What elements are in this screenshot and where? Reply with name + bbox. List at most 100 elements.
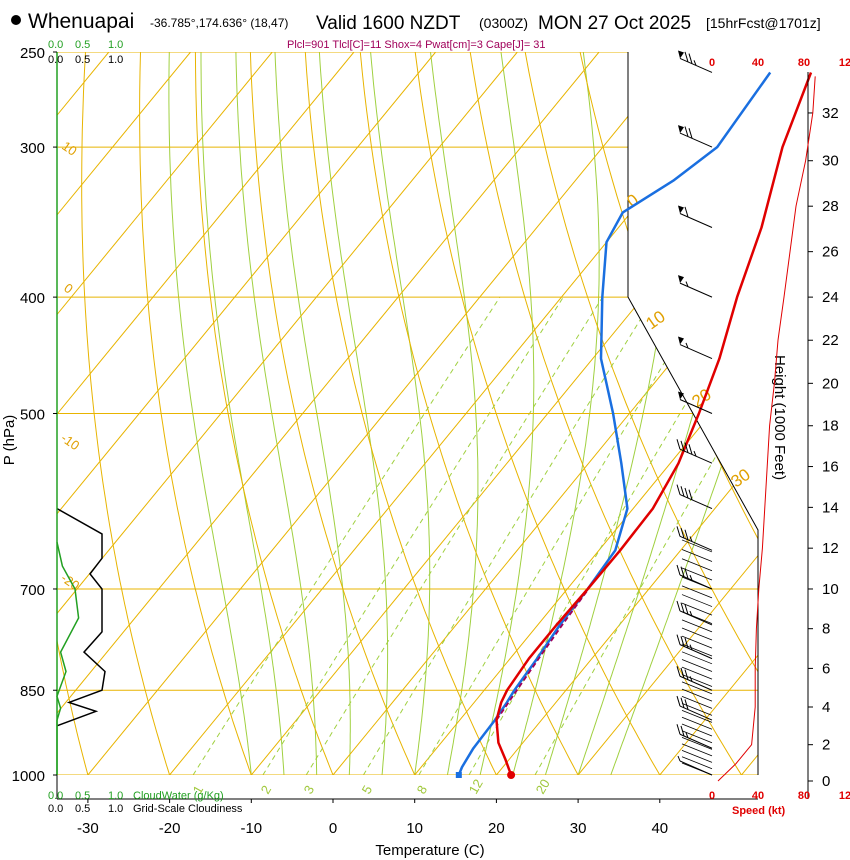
- height-tick-label: 12: [822, 540, 839, 557]
- wind-barb: [676, 695, 713, 721]
- moist-adiabat-line: [610, 52, 758, 775]
- wind-barb: [681, 594, 713, 607]
- moist-adiabat-line: [318, 52, 389, 775]
- surface-temperature-marker: [507, 771, 516, 779]
- valid-date: MON 27 Oct 2025: [538, 13, 691, 34]
- wind-barb: [677, 755, 713, 776]
- mixing-ratio-label: 8: [414, 783, 431, 797]
- cloud-water-label: CloudWater (g/Kg): [133, 790, 224, 802]
- moist-adiabat-line: [274, 52, 351, 775]
- wind-barb: [678, 275, 713, 298]
- speed-axis-label: Speed (kt): [732, 805, 786, 817]
- wind-barb: [681, 756, 713, 770]
- parcel-line: [495, 588, 590, 721]
- wind-barb: [681, 703, 713, 716]
- wind-barb: [676, 526, 713, 551]
- wind-barb: [681, 651, 713, 665]
- chart-header: Whenuapai -36.785°,174.636° (18,47) Vali…: [11, 10, 821, 51]
- x-tick-label: 20: [488, 820, 505, 837]
- valid-time: Valid 1600 NZDT: [316, 13, 461, 34]
- dry-adiabat-line: [81, 52, 179, 775]
- cloudiness-line: [56, 507, 106, 727]
- cloudiness-axis-top-tick: 1.0: [108, 54, 123, 66]
- x-tick-label: 30: [570, 820, 587, 837]
- background-lines: [57, 31, 850, 801]
- wind-barb: [676, 439, 713, 464]
- x-tick-label: -30: [77, 820, 99, 837]
- station-coords: -36.785°,174.636° (18,47): [150, 16, 288, 30]
- mixing-ratio-line: [305, 296, 603, 775]
- wind-barb: [681, 736, 713, 750]
- cloudiness-axis-bottom-tick: 0.5: [75, 803, 90, 815]
- wind-barb: [681, 674, 713, 687]
- wind-barb: [681, 549, 713, 562]
- dry-adiabat-line: [466, 52, 758, 775]
- height-tick-label: 22: [822, 332, 839, 349]
- wind-barb: [681, 627, 713, 641]
- y-tick-label: 400: [20, 290, 45, 307]
- dry-adiabat-line: [57, 52, 96, 775]
- plot-right-edge: [627, 52, 759, 775]
- wind-barb: [681, 762, 713, 776]
- isotherm-line: [577, 52, 758, 775]
- wind-barb: [681, 688, 713, 702]
- cloudiness-axis-top-tick: 0.5: [75, 54, 90, 66]
- isotherm-line: [57, 52, 273, 775]
- mixing-ratio-label: 5: [359, 783, 376, 797]
- wind-barb: [681, 681, 713, 695]
- plot-outline: [56, 52, 759, 800]
- cloud-water-axis-bottom-tick: 0.5: [75, 790, 90, 802]
- x-tick-label: 0: [329, 820, 337, 837]
- height-tick-label: 26: [822, 244, 839, 261]
- isotherm-line: [57, 52, 191, 775]
- wind-barb: [681, 539, 713, 553]
- mixing-ratio-label: 2: [258, 783, 275, 797]
- dry-adiabat-line: [303, 52, 510, 775]
- axes-labels: -30 -20 -10 0 10 20 30 40 250 300 400 500 700 850 1000…: [1, 39, 668, 859]
- isotherm-line: [496, 52, 758, 775]
- height-tick-label: 8: [822, 621, 830, 638]
- speed-tick-bottom: 0: [709, 790, 715, 802]
- cloudiness-label: Grid-Scale Cloudiness: [133, 803, 243, 815]
- cloud-water-axis-bottom-tick: 0.0: [48, 790, 63, 802]
- utc-time: (0300Z): [479, 15, 528, 31]
- cloudiness-axis-bottom-tick: 1.0: [108, 803, 123, 815]
- wind-barb: [681, 602, 713, 616]
- mixing-ratio-line: [468, 296, 750, 775]
- dewpoint-line: [457, 71, 772, 776]
- wind-barb: [681, 619, 713, 633]
- dry-adiabat-line: [249, 52, 427, 775]
- temperature-line: [495, 72, 813, 776]
- wind-barb: [681, 611, 713, 624]
- cloud-water-axis-bottom-tick: 1.0: [108, 790, 123, 802]
- height-tick-label: 20: [822, 375, 839, 392]
- height-tick-label: 32: [822, 105, 839, 122]
- isotherm-label: -10: [58, 430, 82, 453]
- x-axis-label: Temperature (C): [375, 842, 484, 859]
- x-tick-label: -10: [240, 820, 262, 837]
- height-tick-label: 4: [822, 699, 830, 716]
- wind-barb: [681, 723, 713, 737]
- dry-adiabat-line: [412, 52, 676, 775]
- dry-adiabat-line: [793, 31, 850, 801]
- dry-adiabat-line: [629, 52, 758, 775]
- x-tick-label: 10: [406, 820, 423, 837]
- speed-tick-top: 12: [839, 57, 850, 69]
- wind-barb: [681, 666, 713, 680]
- wind-barb: [678, 50, 713, 73]
- cloudiness-axis-bottom-tick: 0.0: [48, 803, 63, 815]
- wind-barb: [681, 716, 713, 730]
- wind-barb: [676, 666, 713, 691]
- wind-barb: [681, 743, 713, 757]
- y-tick-label: 1000: [12, 768, 45, 785]
- moist-adiabat-line: [168, 52, 252, 775]
- height-tick-label: 24: [822, 289, 839, 306]
- wind-barb: [676, 634, 713, 660]
- cloud-water-axis-top-tick: 0.5: [75, 39, 90, 51]
- mixing-ratio-line: [534, 296, 758, 775]
- wind-barb: [681, 709, 713, 723]
- wind-barb: [678, 336, 713, 360]
- y-tick-label: 700: [20, 582, 45, 599]
